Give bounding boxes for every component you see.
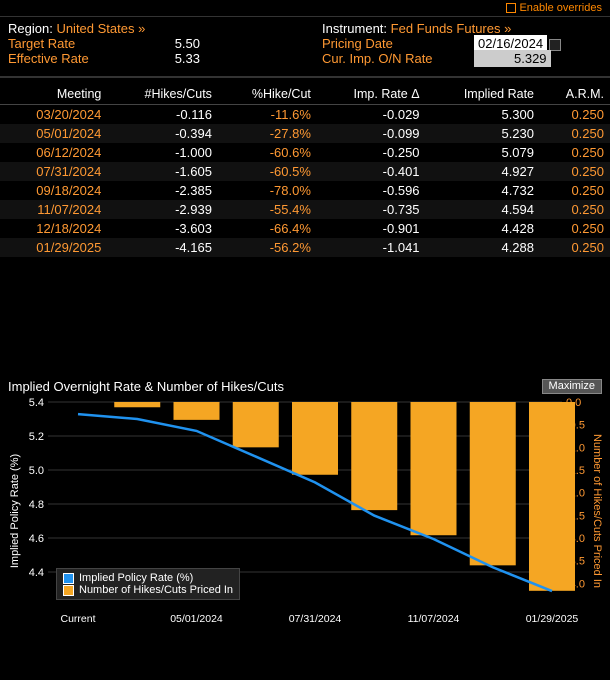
table-cell: -0.401: [317, 162, 426, 181]
table-row: 09/18/2024-2.385-78.0%-0.5964.7320.250: [0, 181, 610, 200]
table-cell: 0.250: [540, 238, 610, 257]
table-cell: 0.250: [540, 181, 610, 200]
svg-text:Current: Current: [60, 613, 95, 625]
svg-text:4.8: 4.8: [29, 499, 44, 511]
enable-overrides-toggle[interactable]: Enable overrides: [0, 0, 610, 17]
table-cell: 11/07/2024: [0, 200, 107, 219]
table-cell: 12/18/2024: [0, 219, 107, 238]
table-row: 03/20/2024-0.116-11.6%-0.0295.3000.250: [0, 105, 610, 125]
table-row: 05/01/2024-0.394-27.8%-0.0995.2300.250: [0, 124, 610, 143]
svg-text:Implied Policy Rate (%): Implied Policy Rate (%): [9, 454, 21, 568]
table-cell: -2.939: [107, 200, 218, 219]
table-cell: 06/12/2024: [0, 143, 107, 162]
effective-rate-value: 5.33: [140, 51, 200, 66]
table-cell: -0.029: [317, 105, 426, 125]
table-cell: -0.250: [317, 143, 426, 162]
table-cell: 0.250: [540, 124, 610, 143]
enable-overrides-label: Enable overrides: [519, 2, 602, 14]
table-cell: -1.605: [107, 162, 218, 181]
table-cell: 01/29/2025: [0, 238, 107, 257]
chart-section: Implied Overnight Rate & Number of Hikes…: [0, 377, 610, 634]
chart-title: Implied Overnight Rate & Number of Hikes…: [8, 379, 284, 394]
table-cell: 0.250: [540, 200, 610, 219]
table-cell: -0.901: [317, 219, 426, 238]
table-cell: -60.5%: [218, 162, 317, 181]
cur-imp-value: 5.329: [474, 51, 551, 66]
table-cell: -1.041: [317, 238, 426, 257]
col-header: %Hike/Cut: [218, 84, 317, 105]
svg-text:01/29/2025: 01/29/2025: [526, 613, 579, 625]
svg-text:4.6: 4.6: [29, 533, 44, 545]
col-header: Implied Rate: [426, 84, 540, 105]
table-cell: -0.735: [317, 200, 426, 219]
table-cell: 03/20/2024: [0, 105, 107, 125]
table-cell: 4.288: [426, 238, 540, 257]
chart-legend: Implied Policy Rate (%) Number of Hikes/…: [56, 568, 240, 600]
legend-line-label: Implied Policy Rate (%): [79, 572, 193, 584]
header-area: Region: United States » Instrument: Fed …: [0, 17, 610, 74]
table-row: 12/18/2024-3.603-66.4%-0.9014.4280.250: [0, 219, 610, 238]
col-header: Imp. Rate Δ: [317, 84, 426, 105]
table-cell: -0.596: [317, 181, 426, 200]
table-row: 11/07/2024-2.939-55.4%-0.7354.5940.250: [0, 200, 610, 219]
region-label: Region: United States »: [8, 21, 148, 36]
svg-text:05/01/2024: 05/01/2024: [170, 613, 223, 625]
legend-swatch-bar: [63, 585, 74, 596]
col-header: Meeting: [0, 84, 107, 105]
table-cell: -56.2%: [218, 238, 317, 257]
table-cell: -11.6%: [218, 105, 317, 125]
table-cell: 07/31/2024: [0, 162, 107, 181]
table-row: 01/29/2025-4.165-56.2%-1.0414.2880.250: [0, 238, 610, 257]
table-cell: -0.394: [107, 124, 218, 143]
table-cell: -78.0%: [218, 181, 317, 200]
svg-text:5.0: 5.0: [29, 465, 44, 477]
checkbox-icon: [506, 3, 516, 13]
table-cell: 5.230: [426, 124, 540, 143]
table-cell: -0.116: [107, 105, 218, 125]
pricing-date-label: Pricing Date: [322, 36, 462, 51]
table-cell: -1.000: [107, 143, 218, 162]
table-cell: 0.250: [540, 105, 610, 125]
table-cell: 0.250: [540, 219, 610, 238]
table-cell: -60.6%: [218, 143, 317, 162]
svg-text:5.2: 5.2: [29, 431, 44, 443]
col-header: #Hikes/Cuts: [107, 84, 218, 105]
table-cell: 5.300: [426, 105, 540, 125]
table-cell: 5.079: [426, 143, 540, 162]
table-cell: -55.4%: [218, 200, 317, 219]
table-cell: -4.165: [107, 238, 218, 257]
pricing-date-input[interactable]: 02/16/2024: [474, 36, 561, 51]
svg-text:Number of Hikes/Cuts Priced In: Number of Hikes/Cuts Priced In: [591, 434, 602, 588]
table-cell: 0.250: [540, 143, 610, 162]
table-cell: 0.250: [540, 162, 610, 181]
table-cell: 4.428: [426, 219, 540, 238]
target-rate-label: Target Rate: [8, 36, 128, 51]
legend-bar-label: Number of Hikes/Cuts Priced In: [79, 584, 233, 596]
legend-swatch-line: [63, 573, 74, 584]
calendar-icon: [549, 39, 561, 51]
target-rate-value: 5.50: [140, 36, 200, 51]
table-row: 07/31/2024-1.605-60.5%-0.4014.9270.250: [0, 162, 610, 181]
table-cell: -0.099: [317, 124, 426, 143]
cur-imp-label: Cur. Imp. O/N Rate: [322, 51, 462, 66]
svg-text:4.4: 4.4: [29, 567, 44, 579]
table-cell: -2.385: [107, 181, 218, 200]
svg-text:11/07/2024: 11/07/2024: [408, 613, 460, 625]
maximize-button[interactable]: Maximize: [542, 379, 602, 394]
instrument-label: Instrument: Fed Funds Futures »: [322, 21, 602, 36]
effective-rate-label: Effective Rate: [8, 51, 128, 66]
rates-table: Meeting#Hikes/Cuts%Hike/CutImp. Rate ΔIm…: [0, 84, 610, 257]
table-cell: 09/18/2024: [0, 181, 107, 200]
col-header: A.R.M.: [540, 84, 610, 105]
table-row: 06/12/2024-1.000-60.6%-0.2505.0790.250: [0, 143, 610, 162]
table-cell: 4.594: [426, 200, 540, 219]
table-cell: -66.4%: [218, 219, 317, 238]
table-cell: -27.8%: [218, 124, 317, 143]
svg-text:5.4: 5.4: [29, 397, 44, 409]
table-cell: -3.603: [107, 219, 218, 238]
svg-text:07/31/2024: 07/31/2024: [289, 613, 342, 625]
table-cell: 05/01/2024: [0, 124, 107, 143]
table-cell: 4.927: [426, 162, 540, 181]
table-cell: 4.732: [426, 181, 540, 200]
